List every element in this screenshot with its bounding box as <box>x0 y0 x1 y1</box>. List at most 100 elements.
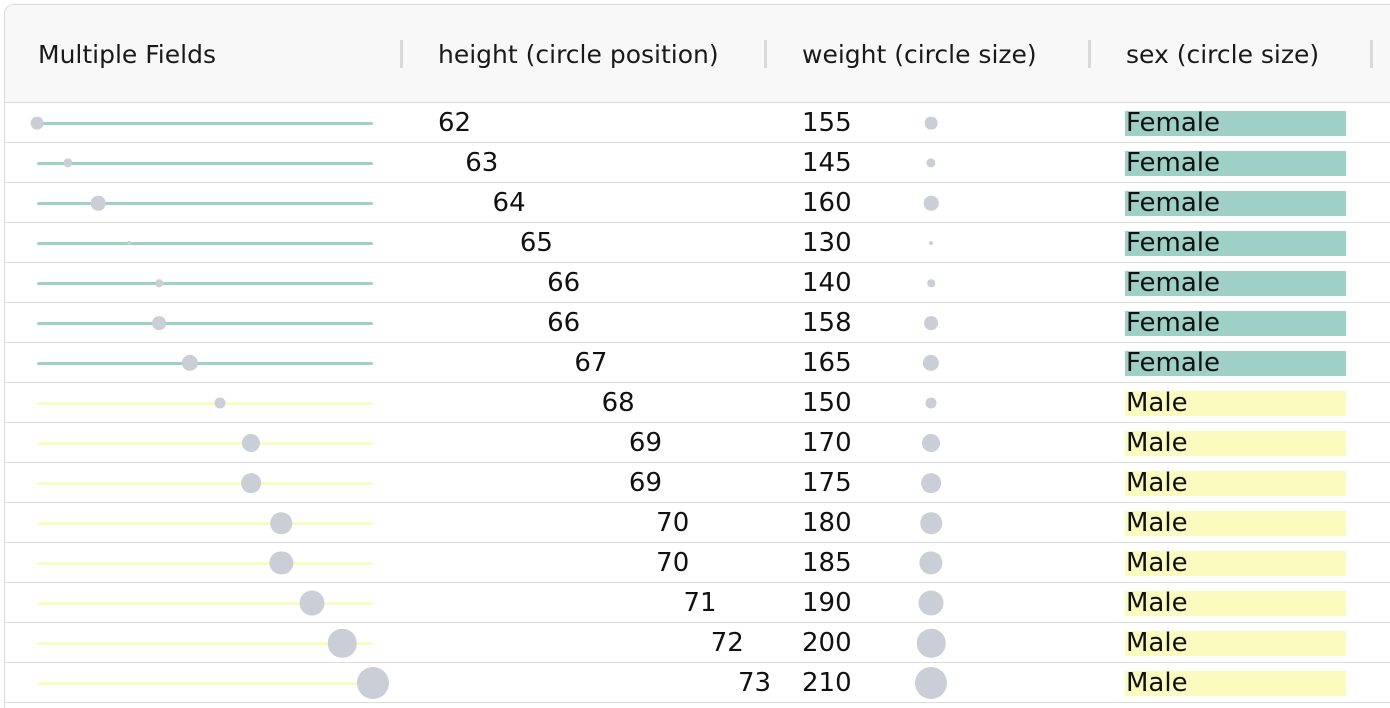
height-value: 70 <box>656 548 690 578</box>
sex-value: Male <box>1126 628 1188 658</box>
table-row[interactable]: 62 155 Female <box>5 103 1390 143</box>
column-resize-handle[interactable] <box>1370 40 1373 68</box>
height-position-circle <box>181 354 198 372</box>
table-row[interactable]: 63 145 Female <box>5 143 1390 183</box>
weight-size-circle <box>923 195 939 211</box>
height-value: 64 <box>492 188 526 218</box>
weight-value: 175 <box>802 468 852 498</box>
weight-value: 180 <box>802 508 852 538</box>
multiple-fields-cell <box>5 503 400 543</box>
sex-color-bar <box>1125 191 1346 216</box>
table-row[interactable]: 66 140 Female <box>5 263 1390 303</box>
sex-color-bar <box>1125 471 1346 496</box>
sex-value: Male <box>1126 668 1188 698</box>
weight-size-circle <box>921 473 941 493</box>
sex-color-track <box>37 682 373 685</box>
multiple-fields-cell <box>5 623 400 663</box>
column-header-label: sex (circle size) <box>1126 39 1320 69</box>
height-value: 63 <box>465 148 499 178</box>
sex-color-track <box>37 122 373 125</box>
height-position-circle <box>299 590 325 616</box>
sex-color-bar <box>1125 511 1346 536</box>
multiple-fields-cell <box>5 383 400 423</box>
sex-color-track <box>37 602 373 605</box>
column-header-weight[interactable]: weight (circle size) <box>802 5 1037 103</box>
weight-value: 130 <box>802 228 852 258</box>
height-position-circle <box>62 158 73 168</box>
height-value: 65 <box>519 228 553 258</box>
weight-size-circle <box>926 158 936 168</box>
height-value: 71 <box>683 588 717 618</box>
column-resize-handle[interactable] <box>764 40 767 68</box>
table-row[interactable]: 72 200 Male <box>5 623 1390 663</box>
sex-color-bar <box>1125 231 1346 256</box>
multiple-fields-cell <box>5 263 400 303</box>
sex-value: Male <box>1126 588 1188 618</box>
multiple-fields-cell <box>5 103 400 143</box>
sex-value: Male <box>1126 388 1188 418</box>
sex-value: Female <box>1126 268 1221 298</box>
weight-size-circle <box>915 667 947 699</box>
sex-color-track <box>37 402 373 405</box>
weight-size-circle <box>922 434 940 452</box>
weight-value: 200 <box>802 628 852 658</box>
weight-size-circle <box>919 551 943 575</box>
sex-value: Male <box>1126 508 1188 538</box>
multiple-fields-cell <box>5 183 400 223</box>
height-position-circle <box>126 241 131 245</box>
table-row[interactable]: 67 165 Female <box>5 343 1390 383</box>
table-row[interactable]: 71 190 Male <box>5 583 1390 623</box>
sex-value: Female <box>1126 348 1221 378</box>
weight-value: 185 <box>802 548 852 578</box>
weight-size-circle <box>916 628 946 658</box>
table-row[interactable]: 65 130 Female <box>5 223 1390 263</box>
sex-color-bar <box>1125 431 1346 456</box>
table-row[interactable]: 70 185 Male <box>5 543 1390 583</box>
weight-size-circle <box>924 116 938 130</box>
sex-color-bar <box>1125 111 1346 136</box>
sex-value: Male <box>1126 548 1188 578</box>
sex-color-bar <box>1125 631 1346 656</box>
sex-color-track <box>37 562 373 565</box>
sex-value: Female <box>1126 188 1221 218</box>
weight-size-circle <box>918 590 944 616</box>
weight-value: 155 <box>802 108 852 138</box>
table-row[interactable]: 64 160 Female <box>5 183 1390 223</box>
height-position-circle <box>30 116 44 130</box>
table-row[interactable]: 69 175 Male <box>5 463 1390 503</box>
weight-size-circle <box>924 316 938 330</box>
column-header-sex[interactable]: sex (circle size) <box>1126 5 1319 103</box>
column-resize-handle[interactable] <box>1088 40 1091 68</box>
multiple-fields-cell <box>5 423 400 463</box>
weight-size-circle <box>920 512 942 534</box>
sex-value: Female <box>1126 308 1221 338</box>
sex-color-track <box>37 202 373 205</box>
height-position-circle <box>328 628 357 658</box>
weight-size-circle <box>925 397 937 409</box>
height-position-circle <box>269 551 293 575</box>
height-value: 73 <box>738 668 772 698</box>
weight-size-circle <box>929 241 933 245</box>
sex-color-bar <box>1125 591 1346 616</box>
height-value: 62 <box>438 108 472 138</box>
column-resize-handle[interactable] <box>400 40 403 68</box>
column-header-multiple-fields[interactable]: Multiple Fields <box>38 5 216 103</box>
height-position-circle <box>241 434 260 452</box>
sex-color-bar <box>1125 551 1346 576</box>
column-header-height[interactable]: height (circle position) <box>438 5 719 103</box>
height-value: 66 <box>547 268 581 298</box>
table-row[interactable]: 66 158 Female <box>5 303 1390 343</box>
weight-size-circle <box>922 354 940 372</box>
table-row[interactable]: 69 170 Male <box>5 423 1390 463</box>
sex-color-track <box>37 522 373 525</box>
column-header-label: weight (circle size) <box>802 39 1037 69</box>
multiple-fields-cell <box>5 223 400 263</box>
table-row[interactable]: 68 150 Male <box>5 383 1390 423</box>
weight-value: 145 <box>802 148 852 178</box>
table-row[interactable]: 70 180 Male <box>5 503 1390 543</box>
height-value: 70 <box>656 508 690 538</box>
sex-value: Male <box>1126 428 1188 458</box>
table-row[interactable]: 73 210 Male <box>5 663 1390 703</box>
column-header-label: Multiple Fields <box>38 39 216 69</box>
height-value: 66 <box>547 308 581 338</box>
